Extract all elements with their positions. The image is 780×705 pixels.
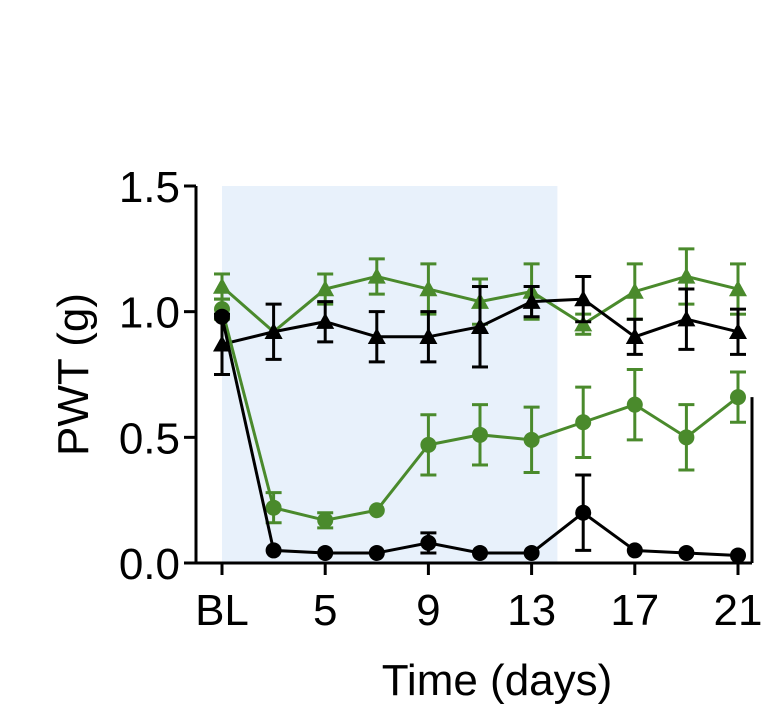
series-triangle-black [213,274,747,376]
data-point [678,429,695,446]
data-point [265,499,282,516]
data-point [625,282,644,299]
y-tick-label: 1.5 [119,163,180,212]
data-point [574,315,593,332]
data-point [625,327,644,344]
series-circle-black [214,308,746,564]
data-point [626,396,643,413]
x-tick-label: BL [195,586,249,635]
data-point [214,308,230,325]
data-point [678,544,695,561]
data-point [522,292,541,309]
x-tick-label: 17 [610,586,659,635]
data-point [419,280,438,297]
treatment-shaded-region [222,186,558,563]
data-point [317,544,334,561]
significance-annotation: *** [750,397,780,563]
data-point [316,280,335,297]
significance-stars: *** [760,454,780,505]
series-circle-green [214,297,746,530]
data-point [575,504,592,521]
y-tick-label: 1.0 [119,289,180,338]
data-point [368,544,385,561]
data-point [472,544,488,561]
data-point [419,327,438,344]
data-point [523,431,540,448]
data-point [420,534,437,551]
x-tick-label: 5 [313,586,337,635]
data-point [626,542,643,559]
data-point [677,267,696,284]
data-point [213,277,231,294]
data-point [316,312,335,329]
data-point [264,322,283,339]
data-point [730,389,746,406]
data-point [367,327,386,344]
y-tick-label: 0.5 [119,414,180,463]
x-tick-label: 21 [714,586,763,635]
data-point [420,436,437,453]
y-axis-title: PWT (g) [49,293,98,456]
data-point [368,502,385,519]
series-layer [213,247,747,564]
data-point [265,542,282,559]
x-axis-title: Time (days) [382,656,613,705]
y-tick-label: 0.0 [119,540,180,589]
x-tick-label: 13 [507,586,556,635]
data-point [213,335,231,352]
data-point [472,426,488,443]
data-point [317,512,334,529]
data-point [729,280,747,297]
data-point [730,547,746,564]
data-point [574,290,593,307]
data-point [575,414,592,431]
data-point [677,310,696,327]
data-point [523,544,540,561]
data-point [367,267,386,284]
x-tick-label: 9 [416,586,440,635]
axes: 0.0 0.5 1.0 1.5 BL 5 9 13 17 21 [119,163,763,635]
data-point [729,322,747,339]
data-point [471,317,489,334]
